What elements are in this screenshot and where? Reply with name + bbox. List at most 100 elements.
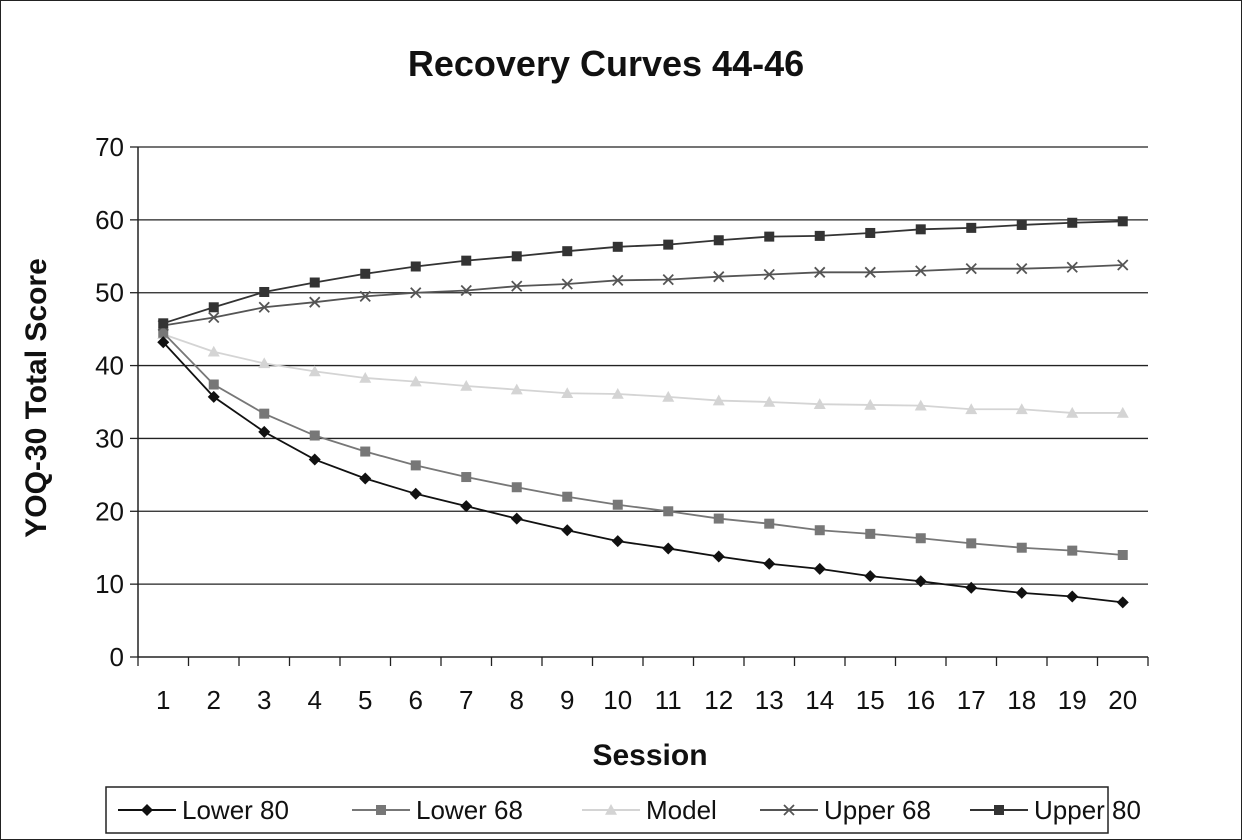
data-point-lower-68 [410,460,421,471]
data-point-upper-68 [309,296,321,308]
x-tick-label: 6 [409,685,423,715]
data-point-upper-68 [965,263,977,275]
data-point-model [914,399,927,411]
data-point-upper-80 [966,222,977,233]
data-point-upper-80 [259,286,270,297]
legend-entry-lower-80: Lower 80 [118,795,289,825]
legend-entry-upper-68: Upper 68 [760,795,931,825]
data-point-lower-80 [864,570,877,583]
data-point-lower-80 [359,472,372,485]
data-point-lower-80 [157,336,170,349]
data-point-model [460,379,473,391]
series-upper-80 [158,216,1128,329]
x-tick-label: 7 [459,685,473,715]
series-line-model [162,333,1123,414]
legend-marker-upper-68 [783,804,795,816]
data-point-upper-68 [511,280,523,292]
data-point-lower-68 [208,379,219,390]
data-point-model [611,387,624,399]
data-point-upper-80 [764,231,775,242]
data-point-upper-68 [1016,263,1028,275]
data-point-model [359,371,372,383]
data-point-model [409,375,422,387]
data-point-model [561,387,574,399]
data-point-upper-68 [561,278,573,290]
data-point-lower-68 [1117,550,1128,560]
data-point-lower-80 [561,524,574,537]
series-upper-68 [157,259,1129,332]
data-point-upper-80 [410,261,421,272]
legend-marker-lower-68 [376,805,386,815]
y-tick-label: 20 [95,496,124,526]
x-tick-label: 20 [1108,685,1137,715]
data-point-upper-68 [662,273,674,286]
legend-label-model: Model [646,795,717,825]
data-point-model [662,390,675,402]
data-point-lower-80 [1116,596,1129,609]
data-point-upper-80 [612,241,623,252]
series-group [157,216,1129,609]
data-point-upper-80 [1117,216,1128,227]
data-point-lower-68 [562,491,573,502]
data-point-model [258,357,271,369]
data-point-model [763,396,776,407]
data-point-lower-68 [915,533,926,544]
data-point-lower-68 [865,528,876,539]
gridlines [138,146,1148,585]
data-point-upper-80 [461,255,472,266]
data-point-model [965,403,978,415]
data-point-upper-80 [1016,219,1027,230]
data-point-model [813,398,826,409]
data-point-upper-80 [562,246,573,257]
data-point-lower-68 [663,506,674,517]
y-tick-label: 50 [95,278,124,308]
y-tick-label: 70 [95,132,124,162]
series-line-upper-80 [162,220,1123,325]
data-point-upper-80 [663,239,674,250]
y-tick-label: 40 [95,351,124,381]
data-point-upper-68 [612,274,624,286]
data-point-lower-80 [308,453,321,466]
data-point-lower-80 [1066,590,1079,603]
legend-marker-upper-80 [994,805,1004,815]
series-lower-80 [157,336,1129,609]
data-point-lower-68 [309,430,320,441]
data-point-lower-80 [813,562,826,575]
legend-entry-model: Model [582,795,717,825]
data-point-lower-80 [409,487,422,500]
data-point-lower-68 [814,525,825,536]
data-point-model [1116,406,1129,418]
legend-marker-model [605,804,617,815]
x-tick-label: 15 [856,685,885,715]
x-tick-label: 13 [755,685,784,715]
data-point-lower-80 [1015,586,1028,599]
series-line-upper-68 [163,264,1123,327]
x-tick-label: 1 [156,685,170,715]
legend-label-lower-80: Lower 80 [182,795,289,825]
data-point-model [1015,403,1028,415]
series-lower-68 [158,327,1128,560]
series-line-lower-80 [162,341,1123,604]
data-point-model [207,345,220,357]
data-point-model [308,365,321,377]
data-point-model [1066,406,1079,418]
data-point-upper-80 [713,235,724,246]
data-point-upper-80 [915,224,926,235]
data-point-lower-80 [460,500,473,513]
legend-marker-lower-80 [141,804,153,816]
data-point-upper-68 [208,311,220,324]
y-tick-label: 0 [110,642,124,672]
legend-label-upper-80: Upper 80 [1034,795,1141,825]
data-point-lower-80 [914,575,927,588]
x-tick-label: 18 [1007,685,1036,715]
x-tick-label: 9 [560,685,574,715]
data-point-upper-80 [309,277,320,288]
x-tick-label: 3 [257,685,271,715]
x-tick-label: 17 [957,685,986,715]
x-tick-label: 14 [805,685,834,715]
data-point-upper-68 [258,301,270,313]
x-tick-label: 16 [906,685,935,715]
x-tick-label: 5 [358,685,372,715]
